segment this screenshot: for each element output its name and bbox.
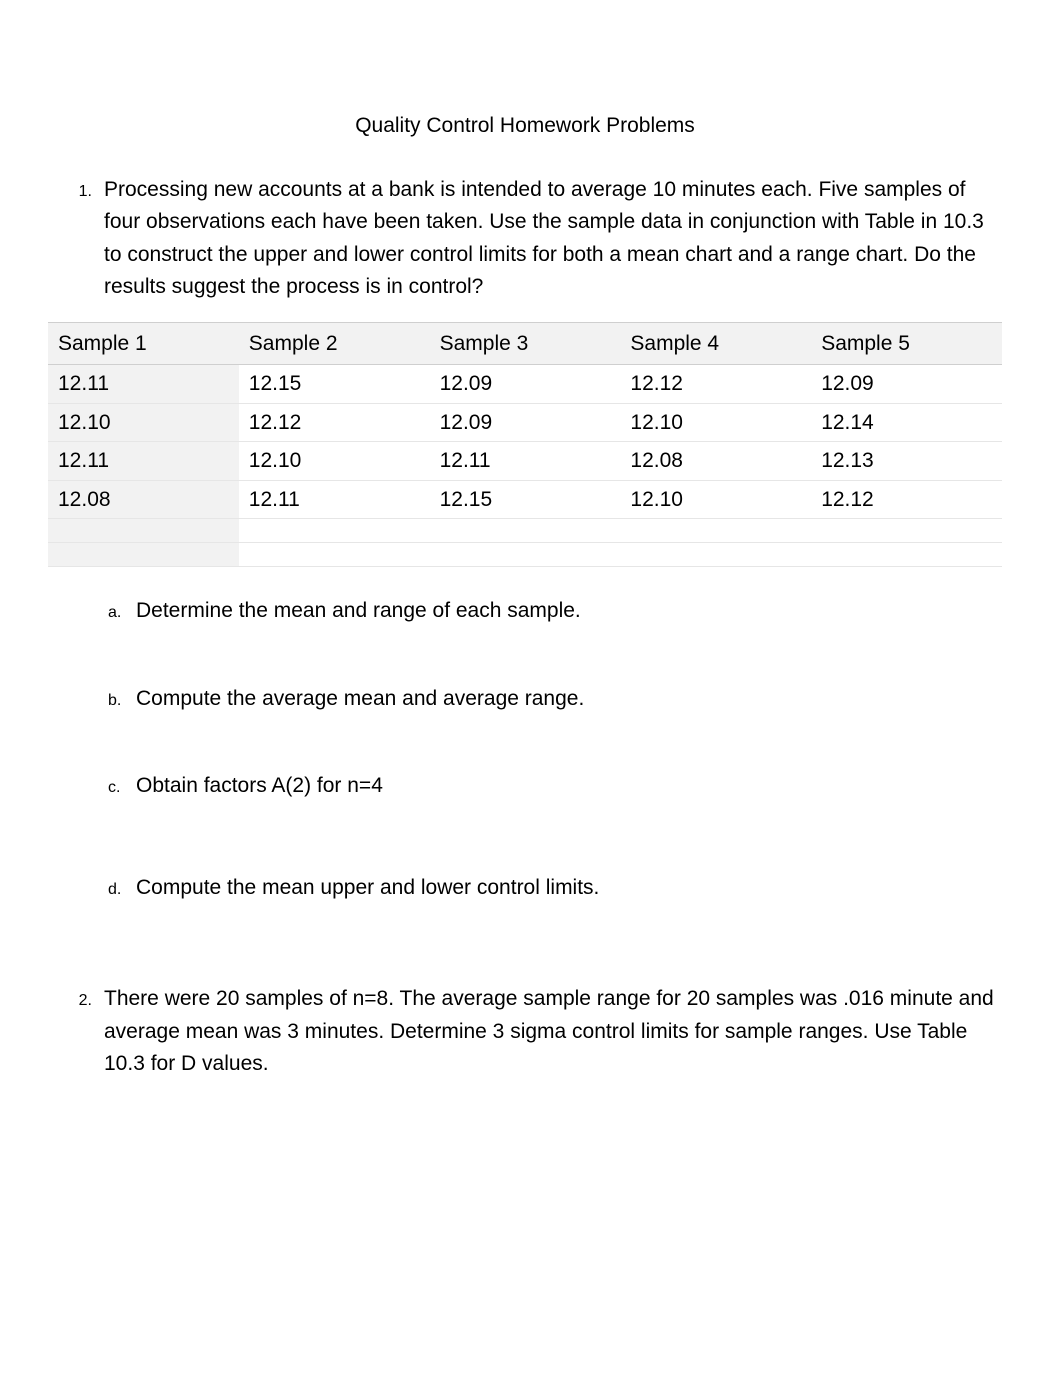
problem-2-text: There were 20 samples of n=8. The averag… [104, 983, 1002, 1081]
subpart-a-text: Determine the mean and range of each sam… [136, 595, 581, 627]
data-table: Sample 1 Sample 2 Sample 3 Sample 4 Samp… [48, 322, 1002, 568]
column-header: Sample 2 [239, 322, 430, 366]
table-cell: 12.11 [48, 442, 239, 481]
column-header: Sample 3 [430, 322, 621, 366]
problem-1-body: 1. Processing new accounts at a bank is … [48, 174, 1002, 304]
table-cell [430, 543, 621, 567]
subpart-c-letter: c. [108, 770, 136, 800]
table-cell [811, 543, 1002, 567]
table-cell: 12.15 [239, 365, 430, 404]
table-cell [620, 519, 811, 543]
table-cell: 12.12 [239, 404, 430, 443]
data-table-wrap: Sample 1 Sample 2 Sample 3 Sample 4 Samp… [48, 322, 1002, 568]
table-cell: 12.13 [811, 442, 1002, 481]
column-header: Sample 1 [48, 322, 239, 366]
problem-1-number: 1. [48, 174, 104, 204]
subpart-b: b. Compute the average mean and average … [108, 683, 1002, 715]
table-cell [48, 519, 239, 543]
table-row-empty [48, 519, 1002, 543]
table-row: 12.10 12.12 12.09 12.10 12.14 [48, 404, 1002, 443]
problem-2: 2. There were 20 samples of n=8. The ave… [48, 983, 1002, 1081]
table-cell [239, 519, 430, 543]
table-cell: 12.09 [430, 404, 621, 443]
subpart-a-letter: a. [108, 595, 136, 625]
subpart-a: a. Determine the mean and range of each … [108, 595, 1002, 627]
column-header: Sample 5 [811, 322, 1002, 366]
table-row: 12.11 12.15 12.09 12.12 12.09 [48, 365, 1002, 404]
table-cell: 12.10 [620, 481, 811, 520]
subpart-c: c. Obtain factors A(2) for n=4 [108, 770, 1002, 802]
table-header-row: Sample 1 Sample 2 Sample 3 Sample 4 Samp… [48, 322, 1002, 366]
table-cell: 12.08 [48, 481, 239, 520]
subpart-d-letter: d. [108, 872, 136, 902]
table-cell: 12.11 [48, 365, 239, 404]
table-cell [48, 543, 239, 567]
table-cell: 12.10 [239, 442, 430, 481]
table-row: 12.08 12.11 12.15 12.10 12.12 [48, 481, 1002, 520]
page-title: Quality Control Homework Problems [48, 110, 1002, 142]
table-row: 12.11 12.10 12.11 12.08 12.13 [48, 442, 1002, 481]
table-cell: 12.12 [620, 365, 811, 404]
problem-1-text: Processing new accounts at a bank is int… [104, 174, 1002, 304]
table-cell: 12.09 [430, 365, 621, 404]
table-cell: 12.09 [811, 365, 1002, 404]
subpart-b-letter: b. [108, 683, 136, 713]
table-cell [811, 519, 1002, 543]
subpart-d: d. Compute the mean upper and lower cont… [108, 872, 1002, 904]
subpart-b-text: Compute the average mean and average ran… [136, 683, 584, 715]
table-cell: 12.10 [48, 404, 239, 443]
table-cell: 12.15 [430, 481, 621, 520]
table-cell: 12.12 [811, 481, 1002, 520]
table-cell [620, 543, 811, 567]
table-cell [239, 543, 430, 567]
subpart-c-text: Obtain factors A(2) for n=4 [136, 770, 383, 802]
table-cell: 12.11 [430, 442, 621, 481]
subpart-d-text: Compute the mean upper and lower control… [136, 872, 599, 904]
column-header: Sample 4 [620, 322, 811, 366]
problem-1: 1. Processing new accounts at a bank is … [48, 174, 1002, 904]
table-cell [430, 519, 621, 543]
problem-2-body: 2. There were 20 samples of n=8. The ave… [48, 983, 1002, 1081]
problem-2-number: 2. [48, 983, 104, 1013]
table-row-empty [48, 543, 1002, 567]
table-cell: 12.10 [620, 404, 811, 443]
table-cell: 12.08 [620, 442, 811, 481]
table-cell: 12.14 [811, 404, 1002, 443]
table-cell: 12.11 [239, 481, 430, 520]
